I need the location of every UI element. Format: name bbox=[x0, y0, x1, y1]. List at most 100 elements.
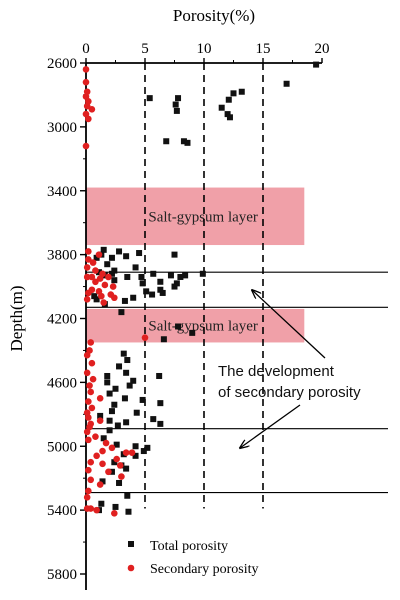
total-porosity-point bbox=[132, 443, 139, 450]
secondary-porosity-point bbox=[96, 395, 104, 402]
annotation-line-1: The development bbox=[218, 363, 335, 380]
total-porosity-point bbox=[157, 420, 164, 427]
total-porosity-point bbox=[143, 288, 150, 295]
y-axis-title: Depth(m) bbox=[7, 285, 26, 351]
secondary-porosity-point bbox=[85, 398, 92, 405]
secondary-porosity-point bbox=[88, 273, 96, 281]
secondary-porosity-point bbox=[85, 414, 92, 421]
total-porosity-point bbox=[150, 416, 157, 423]
band-label-1: Salt-gypsum layer bbox=[148, 209, 258, 225]
total-porosity-point bbox=[159, 289, 166, 296]
total-porosity-point bbox=[283, 80, 290, 87]
total-porosity-point bbox=[97, 412, 104, 419]
total-porosity-point bbox=[108, 408, 115, 415]
y-tick-label-5800: 5800 bbox=[47, 567, 77, 583]
total-porosity-point bbox=[112, 385, 119, 392]
total-porosity-point bbox=[157, 286, 164, 293]
secondary-porosity-point bbox=[102, 439, 110, 447]
x-tick-label-5: 5 bbox=[141, 41, 149, 57]
total-porosity-point bbox=[163, 138, 170, 145]
secondary-porosity-point bbox=[122, 449, 130, 456]
legend-label-secondary: Secondary porosity bbox=[150, 562, 258, 577]
total-porosity-point bbox=[118, 309, 125, 316]
total-porosity-point bbox=[182, 272, 189, 279]
total-porosity-point bbox=[116, 248, 123, 255]
secondary-porosity-point bbox=[85, 289, 92, 297]
total-porosity-point bbox=[124, 273, 131, 280]
total-porosity-point bbox=[124, 492, 131, 499]
y-tick-label-3800: 3800 bbox=[47, 248, 77, 264]
secondary-porosity-point bbox=[109, 283, 117, 290]
secondary-porosity-point bbox=[87, 339, 95, 346]
total-porosity-point bbox=[199, 270, 206, 277]
secondary-porosity-point bbox=[96, 417, 104, 425]
secondary-porosity-point bbox=[96, 275, 104, 282]
total-porosity-point bbox=[108, 270, 115, 277]
total-porosity-point bbox=[100, 246, 107, 253]
total-porosity-point bbox=[111, 401, 118, 408]
secondary-porosity-point bbox=[95, 251, 103, 258]
total-porosity-point bbox=[124, 357, 131, 364]
secondary-porosity-point bbox=[87, 388, 95, 396]
secondary-porosity-point bbox=[82, 78, 90, 86]
secondary-porosity-point bbox=[83, 296, 91, 303]
total-porosity-point bbox=[173, 280, 180, 287]
y-tick-label-3400: 3400 bbox=[47, 184, 77, 200]
secondary-porosity-point bbox=[92, 278, 99, 286]
total-porosity-point bbox=[313, 61, 320, 68]
total-porosity-point bbox=[226, 114, 233, 121]
total-porosity-point bbox=[175, 95, 182, 102]
total-porosity-point bbox=[125, 508, 132, 515]
total-porosity-point bbox=[132, 264, 139, 271]
secondary-porosity-point bbox=[111, 510, 118, 517]
y-tick-label-2600: 2600 bbox=[47, 56, 77, 72]
total-porosity-point bbox=[108, 468, 115, 475]
total-porosity-point bbox=[116, 363, 123, 370]
secondary-porosity-point bbox=[118, 473, 125, 480]
total-porosity-point bbox=[175, 323, 182, 330]
total-porosity-point bbox=[104, 372, 111, 379]
total-porosity-point bbox=[111, 277, 118, 284]
total-porosity-point bbox=[111, 267, 118, 274]
secondary-porosity-point bbox=[89, 375, 97, 383]
total-porosity-point bbox=[112, 503, 119, 510]
total-porosity-point bbox=[120, 350, 127, 357]
total-porosity-point bbox=[123, 465, 130, 472]
secondary-porosity-point bbox=[85, 248, 92, 255]
axes-layer: 0 5 10 15 20 2600 3000 3400 3800 4200 4600 5000 5400… bbox=[7, 6, 330, 590]
total-porosity-point bbox=[157, 278, 164, 285]
total-porosity-point bbox=[121, 395, 128, 402]
total-porosity-point bbox=[93, 254, 100, 261]
total-porosity-point bbox=[98, 500, 105, 507]
secondary-porosity-point bbox=[83, 351, 91, 359]
total-porosity-point bbox=[99, 478, 106, 485]
total-porosity-point bbox=[139, 396, 146, 403]
annotation-layer: The development of secondary porosity bbox=[218, 290, 361, 448]
total-porosity-point bbox=[130, 377, 137, 384]
secondary-porosity-point bbox=[105, 468, 112, 476]
secondary-porosity-point bbox=[85, 487, 92, 495]
total-porosity-point bbox=[167, 272, 174, 279]
secondary-porosity-point bbox=[86, 382, 93, 389]
annotation-arrow-up bbox=[252, 290, 326, 359]
total-porosity-point bbox=[140, 448, 147, 455]
total-porosity-point bbox=[139, 280, 146, 287]
x-axis-title: Porosity(%) bbox=[173, 6, 255, 25]
legend-marker-secondary bbox=[127, 564, 135, 572]
total-porosity-point bbox=[111, 459, 118, 466]
secondary-porosity-point bbox=[108, 444, 116, 452]
total-porosity-point bbox=[133, 409, 140, 416]
total-porosity-point bbox=[132, 452, 139, 459]
secondary-porosity-point bbox=[88, 359, 96, 367]
total-porosity-point bbox=[106, 417, 113, 424]
secondary-porosity-point bbox=[85, 115, 92, 123]
total-porosity-point bbox=[104, 379, 111, 386]
secondary-porosity-point bbox=[83, 369, 91, 377]
secondary-porosity-point bbox=[99, 460, 106, 468]
total-porosity-point bbox=[149, 291, 156, 298]
reference-lines-layer bbox=[86, 63, 388, 509]
secondary-porosity-point bbox=[87, 458, 95, 466]
total-porosity-point bbox=[172, 101, 179, 108]
total-porosity-point bbox=[173, 107, 180, 114]
